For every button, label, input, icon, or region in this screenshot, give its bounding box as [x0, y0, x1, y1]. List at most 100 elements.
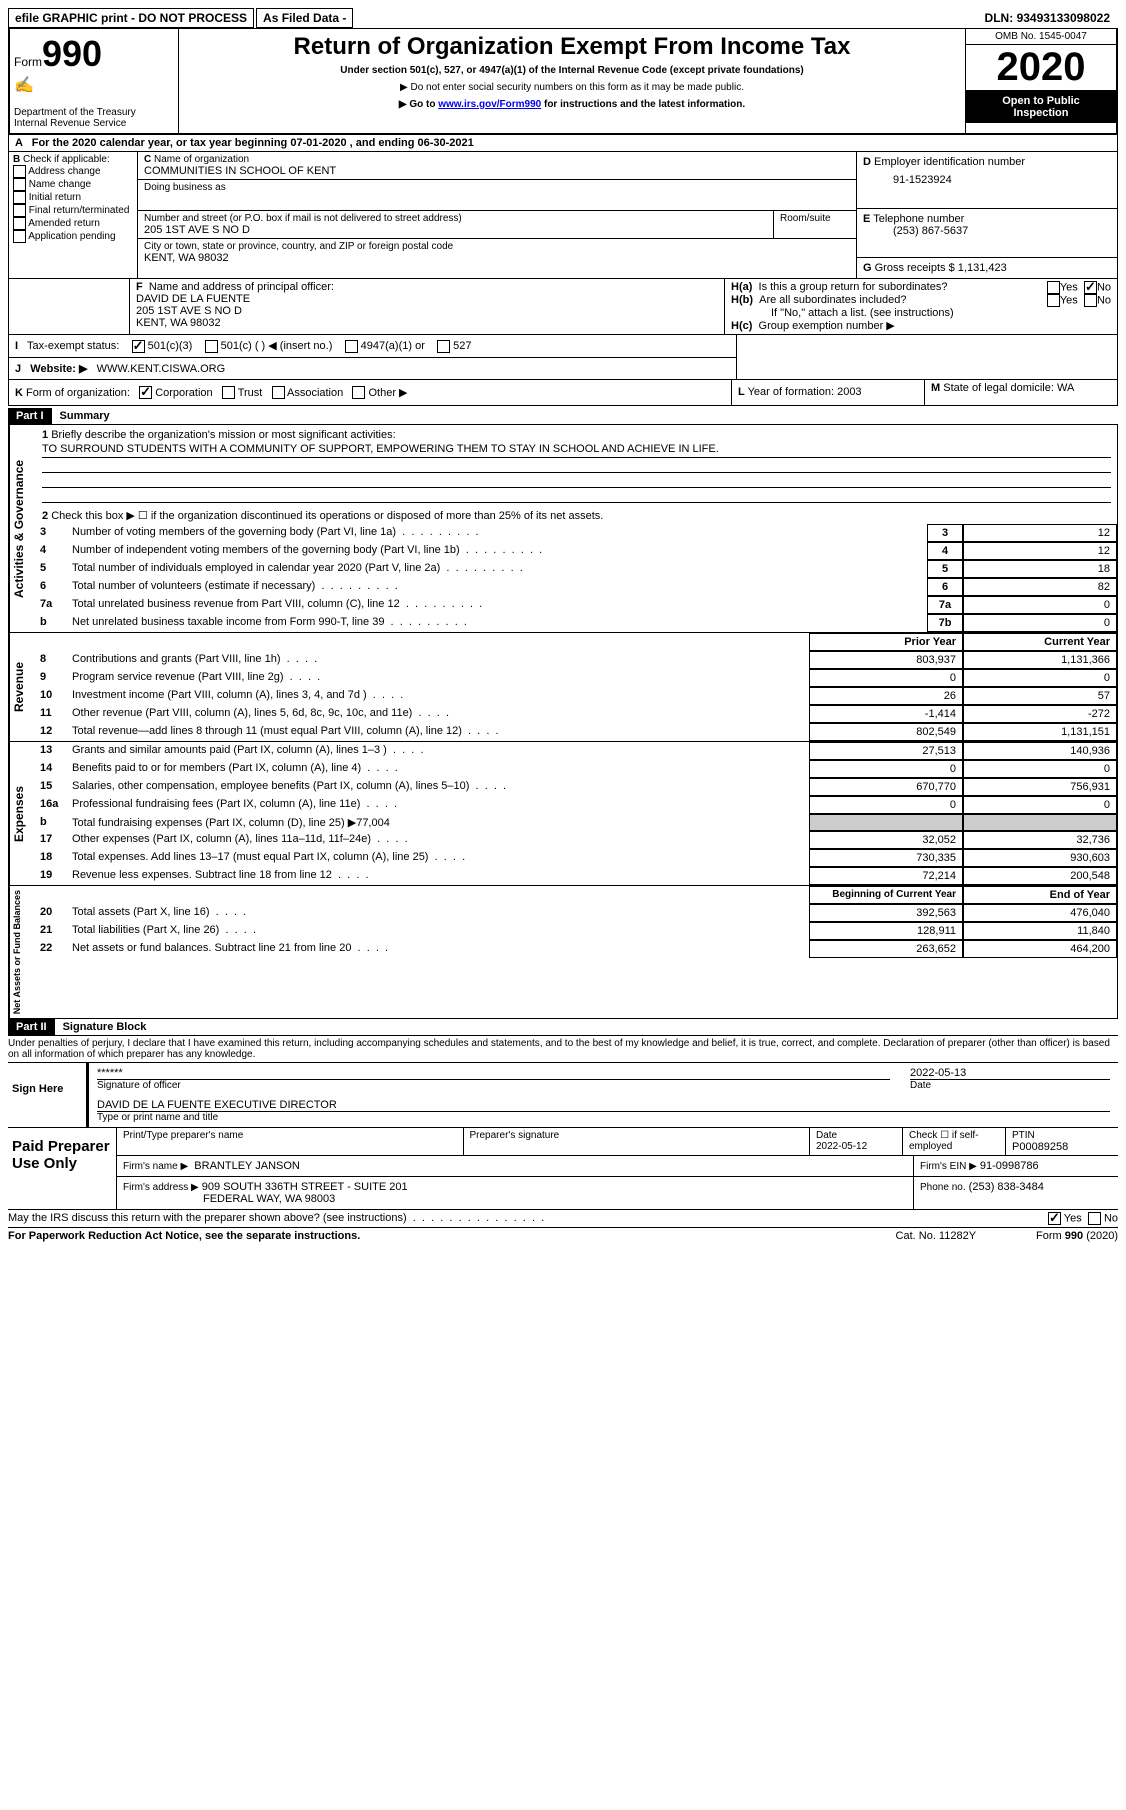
form-header: Form990 ✍ Department of the Treasury Int…: [8, 28, 1118, 135]
org-city: KENT, WA 98032: [144, 252, 850, 264]
checkbox-501c3[interactable]: [132, 340, 145, 353]
street-label: Number and street (or P.O. box if mail i…: [144, 213, 767, 224]
cat-no: Cat. No. 11282Y: [896, 1230, 977, 1242]
checkbox-527[interactable]: [437, 340, 450, 353]
gross-receipts: 1,131,423: [958, 262, 1007, 274]
summary-line: 9Program service revenue (Part VIII, lin…: [36, 669, 1117, 687]
firm-phone: (253) 838-3484: [969, 1181, 1044, 1193]
telephone: (253) 867-5637: [863, 225, 1111, 237]
summary-line: 7aTotal unrelated business revenue from …: [36, 596, 1117, 614]
part-i-body: Activities & Governance 1 Briefly descri…: [8, 425, 1118, 632]
col-prior: Prior Year: [809, 633, 963, 651]
firm-ein: 91-0998786: [980, 1160, 1039, 1172]
summary-line: 8Contributions and grants (Part VIII, li…: [36, 651, 1117, 669]
entity-block: B Check if applicable: Address change Na…: [8, 152, 1118, 279]
summary-line: 16aProfessional fundraising fees (Part I…: [36, 796, 1117, 814]
irs-link[interactable]: www.irs.gov/Form990: [438, 99, 541, 110]
firm-addr2: FEDERAL WAY, WA 98003: [123, 1193, 907, 1205]
checkbox-amended[interactable]: [13, 217, 26, 230]
discuss-line: May the IRS discuss this return with the…: [8, 1210, 1118, 1228]
ptin-label: PTIN: [1012, 1130, 1112, 1141]
form-label: Form: [14, 55, 42, 69]
checkbox-501c[interactable]: [205, 340, 218, 353]
governance-label: Activities & Governance: [9, 425, 36, 632]
part-i-title: Summary: [52, 408, 118, 424]
omb: OMB No. 1545-0047: [966, 29, 1116, 45]
checkbox-4947[interactable]: [345, 340, 358, 353]
revenue-label: Revenue: [9, 633, 36, 741]
expenses-label: Expenses: [9, 742, 36, 885]
summary-line: 14Benefits paid to or for members (Part …: [36, 760, 1117, 778]
checkbox-ha-no[interactable]: [1084, 281, 1097, 294]
open-inspection: Open to Public Inspection: [966, 91, 1116, 123]
paid-preparer-label: Paid Preparer Use Only: [8, 1128, 116, 1209]
checkbox-other[interactable]: [352, 386, 365, 399]
hb-note: If "No," attach a list. (see instruction…: [731, 307, 1111, 319]
form-title: Return of Organization Exempt From Incom…: [183, 33, 961, 61]
prep-name-label: Print/Type preparer's name: [123, 1130, 457, 1141]
prep-date-label: Date: [816, 1130, 896, 1141]
summary-line: 17Other expenses (Part IX, column (A), l…: [36, 831, 1117, 849]
firm-name: BRANTLEY JANSON: [194, 1160, 300, 1172]
dln: DLN: 93493133098022: [979, 9, 1116, 27]
top-bar: efile GRAPHIC print - DO NOT PROCESS As …: [8, 8, 1118, 28]
checkbox-hb-yes[interactable]: [1047, 294, 1060, 307]
org-street: 205 1ST AVE S NO D: [144, 224, 767, 236]
summary-line: 6Total number of volunteers (estimate if…: [36, 578, 1117, 596]
summary-line: 21Total liabilities (Part X, line 26) . …: [36, 922, 1117, 940]
checkbox-address-change[interactable]: [13, 165, 26, 178]
tax-year: 2020: [966, 45, 1116, 91]
summary-line: 15Salaries, other compensation, employee…: [36, 778, 1117, 796]
asfiled-notice: As Filed Data -: [256, 8, 353, 28]
sign-here-label: Sign Here: [8, 1063, 86, 1127]
checkbox-trust[interactable]: [222, 386, 235, 399]
officer-street: 205 1ST AVE S NO D: [136, 305, 718, 317]
org-name: COMMUNITIES IN SCHOOL OF KENT: [144, 165, 850, 177]
sig-date: 2022-05-13: [910, 1067, 1110, 1080]
sign-here-block: Sign Here ****** Signature of officer 20…: [8, 1062, 1118, 1128]
officer-city: KENT, WA 98032: [136, 317, 718, 329]
form-footer: Form 990 (2020): [1036, 1230, 1118, 1242]
ein: 91-1523924: [863, 174, 1111, 186]
checkbox-ha-yes[interactable]: [1047, 281, 1060, 294]
checkbox-final-return[interactable]: [13, 204, 26, 217]
firm-addr1: 909 SOUTH 336TH STREET - SUITE 201: [202, 1181, 408, 1193]
dba-label: Doing business as: [144, 182, 850, 193]
checkbox-discuss-yes[interactable]: [1048, 1212, 1061, 1225]
form-note2: ▶ Go to www.irs.gov/Form990 for instruct…: [183, 99, 961, 110]
checkbox-discuss-no[interactable]: [1088, 1212, 1101, 1225]
summary-line: bTotal fundraising expenses (Part IX, co…: [36, 814, 1117, 831]
line2-text: Check this box ▶ ☐ if the organization d…: [51, 510, 603, 522]
line-i: I Tax-exempt status: 501(c)(3) 501(c) ( …: [9, 335, 736, 358]
form-number: 990: [42, 33, 102, 74]
officer-group-block: F Name and address of principal officer:…: [8, 279, 1118, 335]
summary-line: 11Other revenue (Part VIII, column (A), …: [36, 705, 1117, 723]
checkbox-corp[interactable]: [139, 386, 152, 399]
prep-date: 2022-05-12: [816, 1141, 896, 1152]
summary-line: 18Total expenses. Add lines 13–17 (must …: [36, 849, 1117, 867]
paperwork-notice: For Paperwork Reduction Act Notice, see …: [8, 1230, 896, 1242]
summary-line: 5Total number of individuals employed in…: [36, 560, 1117, 578]
form-note1: ▶ Do not enter social security numbers o…: [183, 82, 961, 93]
sig-stars: ******: [97, 1067, 890, 1080]
summary-line: 22Net assets or fund balances. Subtract …: [36, 940, 1117, 958]
sig-officer-label: Signature of officer: [97, 1080, 890, 1091]
checkbox-initial-return[interactable]: [13, 191, 26, 204]
efile-notice: efile GRAPHIC print - DO NOT PROCESS: [8, 8, 254, 28]
checkbox-name-change[interactable]: [13, 178, 26, 191]
officer-title-label: Type or print name and title: [97, 1112, 1110, 1123]
mission-text: TO SURROUND STUDENTS WITH A COMMUNITY OF…: [42, 441, 1111, 458]
summary-line: 10Investment income (Part VIII, column (…: [36, 687, 1117, 705]
room-label: Room/suite: [780, 213, 850, 224]
checkbox-hb-no[interactable]: [1084, 294, 1097, 307]
col-current: Current Year: [963, 633, 1117, 651]
summary-line: 13Grants and similar amounts paid (Part …: [36, 742, 1117, 760]
summary-line: 3Number of voting members of the governi…: [36, 524, 1117, 542]
checkbox-app-pending[interactable]: [13, 230, 26, 243]
checkbox-assoc[interactable]: [272, 386, 285, 399]
prep-check-label: Check ☐ if self-employed: [903, 1128, 1006, 1155]
line-l: L Year of formation: 2003: [731, 380, 924, 406]
declaration: Under penalties of perjury, I declare th…: [8, 1036, 1118, 1062]
form-subtitle: Under section 501(c), 527, or 4947(a)(1)…: [183, 65, 961, 76]
part-ii-title: Signature Block: [55, 1019, 155, 1035]
